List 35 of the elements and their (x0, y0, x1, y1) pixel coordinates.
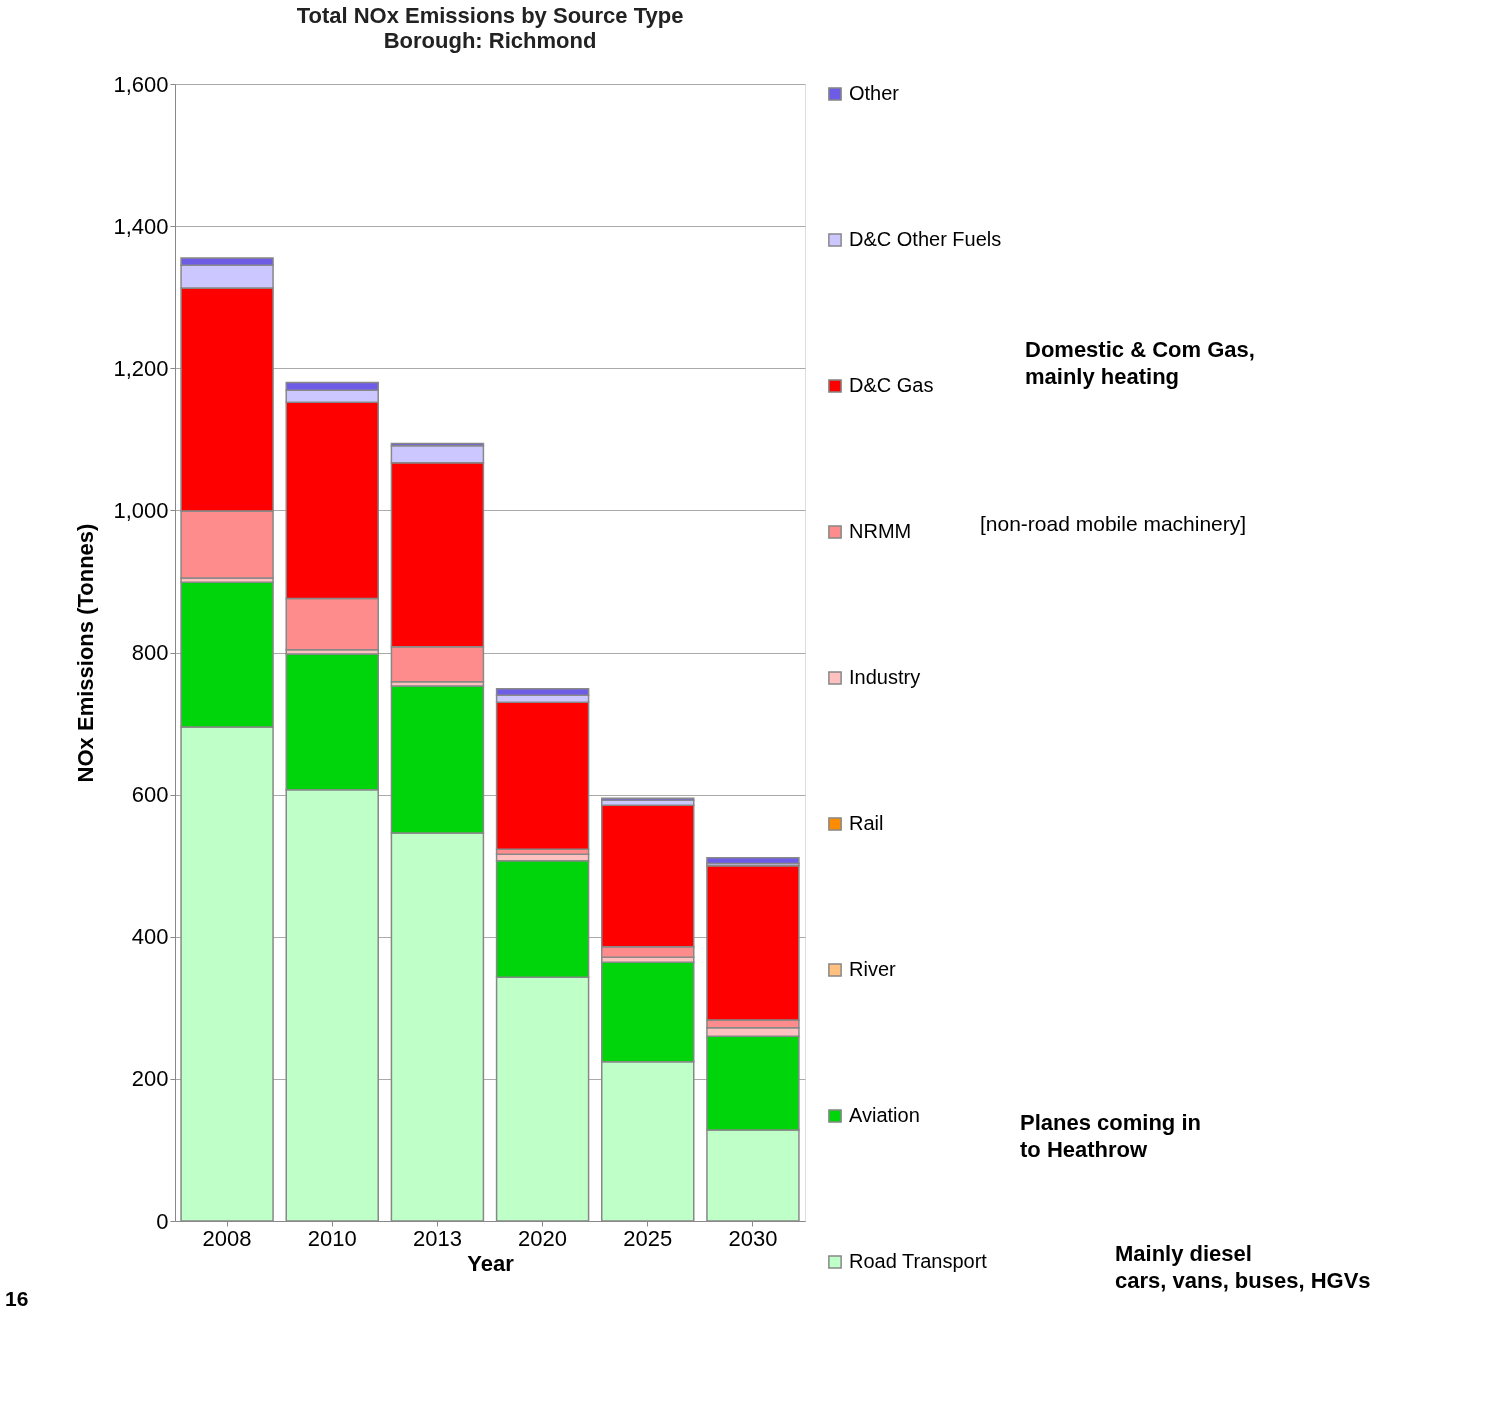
y-tick-label: 1,600 (113, 71, 169, 97)
y-tick-label: 600 (131, 782, 169, 808)
legend-label: Road Transport (849, 1250, 988, 1272)
x-tick-label: 2013 (412, 1225, 462, 1251)
text: Planes coming in to Heathrow (1020, 1109, 1201, 1162)
legend-label: D&C Other Fuels (849, 228, 1002, 250)
legend-label: River (849, 958, 897, 980)
text: [non-road mobile machinery] (980, 511, 1247, 535)
chart-title: Total NOx Emissions by Source Type (296, 3, 684, 28)
legend-label: Industry (849, 666, 921, 688)
x-tick-label: 2030 (728, 1225, 778, 1251)
y-tick-label: 200 (131, 1066, 169, 1092)
x-tick-label: 2020 (518, 1225, 568, 1251)
text: Domestic & Com Gas, mainly heating (1025, 336, 1255, 389)
legend-label: NRMM (849, 520, 912, 542)
x-axis-title: Year (467, 1250, 515, 1276)
y-axis-title: NOx Emissions (Tonnes) (73, 523, 99, 783)
legend-label: Aviation (849, 1104, 920, 1126)
x-tick-label: 2010 (307, 1225, 357, 1251)
y-tick-label: 400 (131, 924, 169, 950)
legend-label: D&C Gas (849, 374, 934, 396)
text: 16 (5, 1287, 29, 1311)
y-tick-label: 0 (156, 1208, 169, 1234)
x-tick-label: 2025 (623, 1225, 673, 1251)
y-tick-label: 1,000 (113, 497, 169, 523)
y-tick-label: 1,400 (113, 213, 169, 239)
bar (706, 857, 800, 865)
legend-label: Rail (849, 812, 884, 834)
y-tick-label: 800 (131, 640, 169, 665)
x-tick-label: 2008 (202, 1225, 252, 1251)
bar (601, 797, 695, 802)
y-tick-label: 1,200 (113, 355, 169, 381)
text: Mainly diesel cars, vans, buses, HGVs (1115, 1240, 1371, 1293)
chart-subtitle: Borough: Richmond (383, 28, 597, 53)
legend-label: Other (849, 82, 900, 104)
